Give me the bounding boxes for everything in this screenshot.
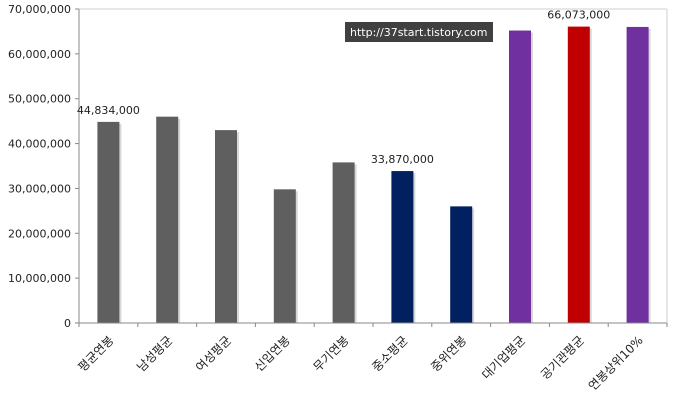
y-tick-label: 50,000,000	[8, 93, 71, 106]
y-tick-label: 10,000,000	[8, 272, 71, 285]
bar	[626, 26, 649, 323]
x-axis: 평균연봉 남성평균 여성평균 신입연봉 무기연봉 중소평균 중위연봉 대기업평균 공기관평균연봉…	[75, 322, 668, 393]
y-axis: 0 10,000,000 20,000,000 30,000,000 40,000,00…	[8, 3, 668, 330]
bar	[391, 171, 414, 323]
x-tick-label: 중소평균	[369, 333, 410, 374]
x-tick-label: 여성평균	[193, 333, 234, 374]
data-labels: 44,834,000 33,870,000 66,073,000	[77, 9, 610, 166]
bar	[567, 26, 590, 324]
bar	[156, 116, 179, 324]
y-tick-label: 20,000,000	[8, 227, 71, 240]
bar	[332, 162, 355, 323]
bar	[273, 189, 296, 323]
y-tick-label: 70,000,000	[8, 3, 71, 16]
x-tick-label: 대기업평균	[479, 333, 528, 382]
y-tick-label: 30,000,000	[8, 182, 71, 195]
data-label: 66,073,000	[547, 9, 610, 22]
y-tick-label: 60,000,000	[8, 48, 71, 61]
y-tick-label: 0	[64, 317, 71, 330]
y-tick-label: 40,000,000	[8, 138, 71, 151]
x-tick-label: 신입연봉	[252, 333, 293, 374]
x-tick-label: 연봉상위10%	[586, 333, 646, 393]
x-tick-label: 남성평균	[134, 333, 175, 374]
bar	[215, 130, 237, 323]
data-label: 44,834,000	[77, 104, 140, 117]
watermark-text: http://37start.tistory.com	[350, 26, 487, 39]
bar	[450, 206, 473, 323]
x-tick-label: 평균연봉	[75, 333, 116, 374]
bar	[509, 30, 531, 323]
bars	[97, 26, 651, 324]
x-tick-label: 무기연봉	[311, 333, 352, 374]
x-tick-label: 중위연봉	[428, 333, 469, 374]
bar	[97, 121, 120, 324]
data-label: 33,870,000	[371, 153, 434, 166]
watermark: http://37start.tistory.com	[345, 22, 493, 42]
x-tick-label: 공기관평균	[538, 333, 587, 382]
watermark-background	[345, 22, 493, 42]
